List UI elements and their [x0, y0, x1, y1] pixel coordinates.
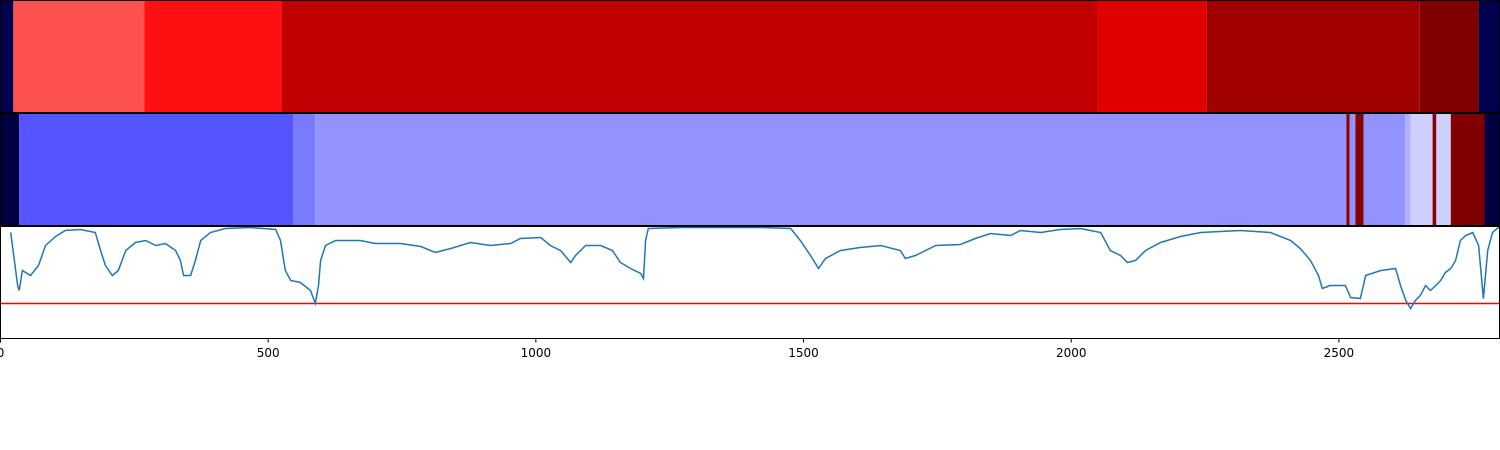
strip-segment	[0, 113, 20, 226]
strip-segment	[0, 0, 14, 113]
strip-segment	[1405, 113, 1411, 226]
strip-segment	[281, 0, 1098, 113]
strip-segment	[293, 113, 316, 226]
strip-segment	[144, 0, 282, 113]
strip-segment	[315, 113, 1347, 226]
strip-segment	[1346, 113, 1350, 226]
strip-segment	[1484, 113, 1500, 226]
strip-segment	[1410, 113, 1433, 226]
x-tick-label: 500	[257, 346, 280, 360]
strip-segment	[1436, 113, 1451, 226]
strip-segment	[1097, 0, 1207, 113]
strip-segment	[1206, 0, 1420, 113]
strip-segment	[1349, 113, 1356, 226]
strip-segment	[1450, 113, 1485, 226]
x-tick-label: 2000	[1056, 346, 1087, 360]
x-tick-label: 1000	[521, 346, 552, 360]
x-tick-label: 0	[0, 346, 4, 360]
strip-segment	[1419, 0, 1479, 113]
strip-segment	[1363, 113, 1406, 226]
x-tick-label: 1500	[788, 346, 819, 360]
strip-segment	[1478, 0, 1500, 113]
data-line	[9, 225, 1500, 310]
strip-segment	[13, 0, 145, 113]
strip-segment	[1432, 113, 1437, 226]
strip-segment	[19, 113, 294, 226]
axes-frame	[0, 226, 1500, 339]
x-tick-label: 2500	[1324, 346, 1355, 360]
strip-segment	[1355, 113, 1364, 226]
